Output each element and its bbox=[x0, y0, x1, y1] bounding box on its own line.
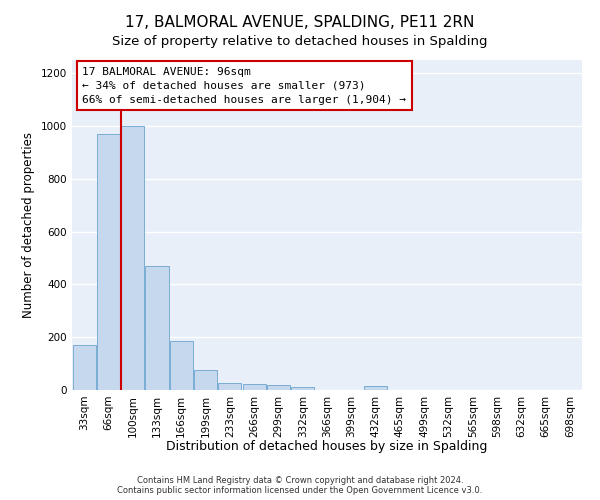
Bar bbox=[291, 388, 314, 390]
Bar bbox=[97, 134, 120, 390]
Bar bbox=[364, 386, 387, 390]
X-axis label: Distribution of detached houses by size in Spalding: Distribution of detached houses by size … bbox=[166, 440, 488, 453]
Text: 17, BALMORAL AVENUE, SPALDING, PE11 2RN: 17, BALMORAL AVENUE, SPALDING, PE11 2RN bbox=[125, 15, 475, 30]
Y-axis label: Number of detached properties: Number of detached properties bbox=[22, 132, 35, 318]
Bar bbox=[218, 382, 241, 390]
Text: Contains HM Land Registry data © Crown copyright and database right 2024.
Contai: Contains HM Land Registry data © Crown c… bbox=[118, 476, 482, 495]
Text: Size of property relative to detached houses in Spalding: Size of property relative to detached ho… bbox=[112, 35, 488, 48]
Bar bbox=[170, 341, 193, 390]
Bar bbox=[145, 266, 169, 390]
Bar bbox=[242, 384, 266, 390]
Bar bbox=[121, 126, 144, 390]
Text: 17 BALMORAL AVENUE: 96sqm
← 34% of detached houses are smaller (973)
66% of semi: 17 BALMORAL AVENUE: 96sqm ← 34% of detac… bbox=[82, 66, 406, 104]
Bar bbox=[267, 385, 290, 390]
Bar bbox=[73, 345, 95, 390]
Bar bbox=[194, 370, 217, 390]
